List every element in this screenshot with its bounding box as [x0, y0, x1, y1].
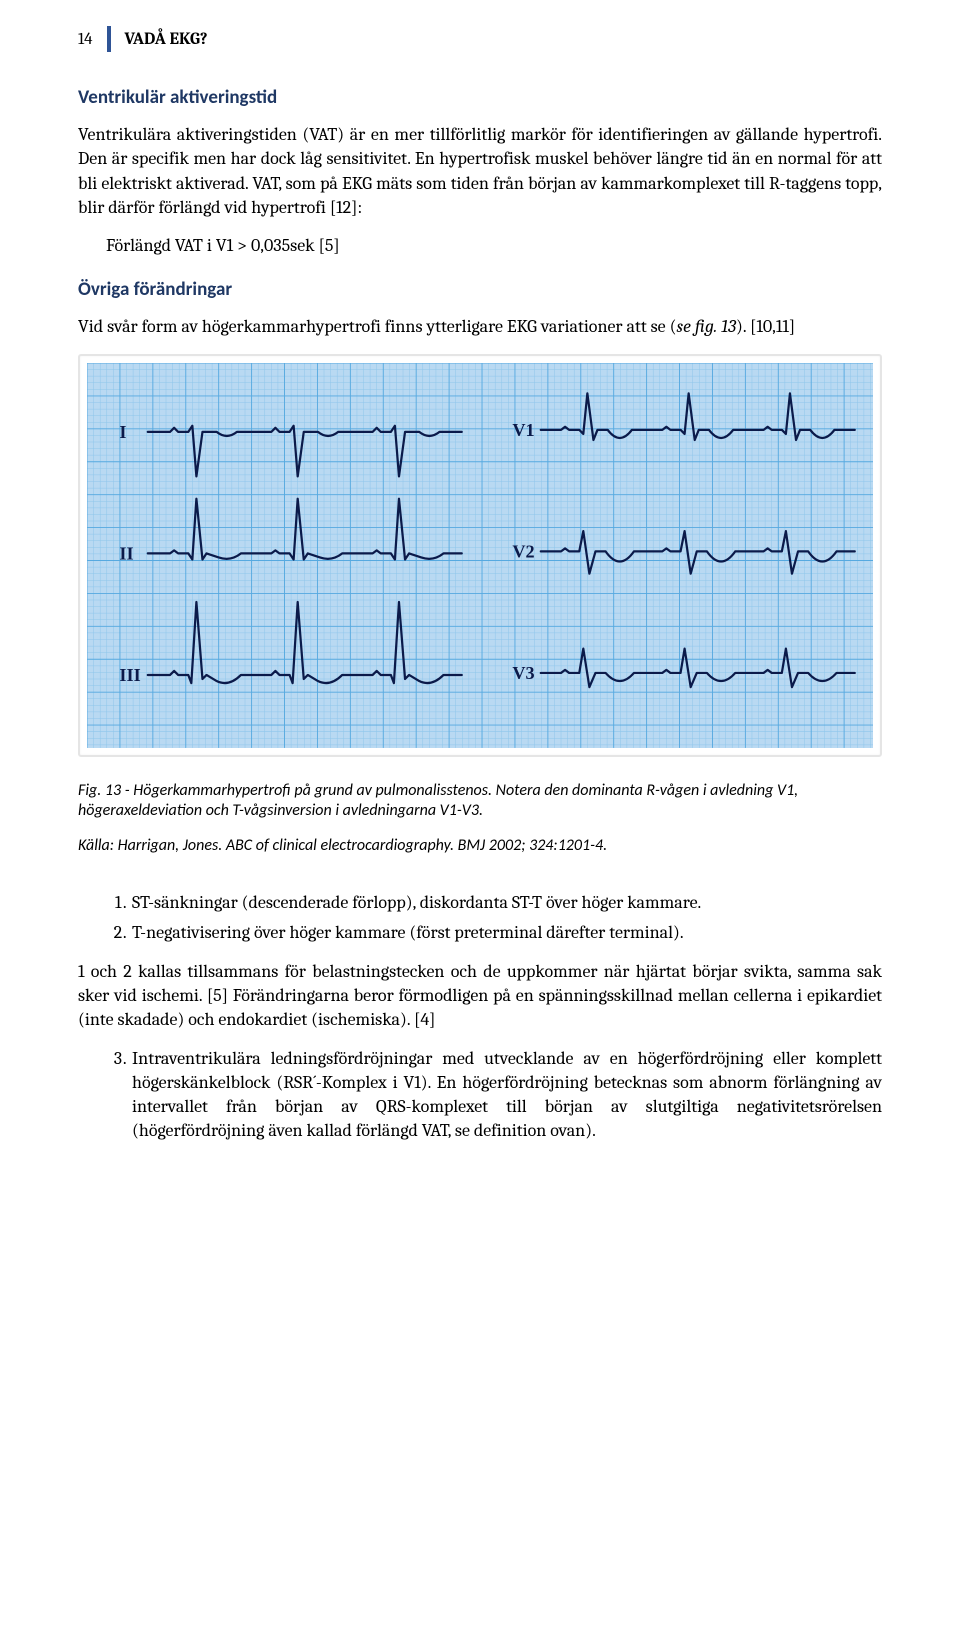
- heading-vat: Ventrikulär aktiveringstid: [78, 86, 882, 109]
- figure-13-source: Källa: Harrigan, Jones. ABC of clinical …: [78, 836, 882, 857]
- numbered-list-2: Intraventrikulära ledningsfördröjningar …: [78, 1047, 882, 1144]
- list-item: T-negativisering över höger kammare (för…: [130, 921, 882, 945]
- paragraph-other-intro: Vid svår form av högerkammarhypertrofi f…: [78, 315, 882, 339]
- svg-text:II: II: [119, 543, 133, 563]
- paragraph-other-prefix: Vid svår form av högerkammarhypertrofi f…: [78, 316, 676, 337]
- page-header: 14 VADÅ EKG?: [78, 26, 882, 52]
- figure-13-container: I V1 II V2 III V3: [78, 354, 882, 757]
- rule-vat: Förlängd VAT i V1 > 0,035sek [5]: [106, 234, 882, 258]
- svg-text:I: I: [119, 422, 126, 442]
- svg-text:III: III: [119, 665, 140, 685]
- paragraph-vat: Ventrikulära aktiveringstiden (VAT) är e…: [78, 123, 882, 220]
- list-item: Intraventrikulära ledningsfördröjningar …: [130, 1047, 882, 1144]
- heading-other: Övriga förändringar: [78, 278, 882, 301]
- page: 14 VADÅ EKG? Ventrikulär aktiveringstid …: [0, 0, 960, 1636]
- svg-text:V1: V1: [512, 420, 534, 440]
- list-item: ST-sänkningar (descenderade förlopp), di…: [130, 891, 882, 915]
- svg-text:V3: V3: [512, 663, 534, 683]
- page-number: 14: [78, 30, 93, 49]
- paragraph-other-ref: se fig. 13: [676, 316, 736, 337]
- figure-13-caption: Fig. 13 - Högerkammarhypertrofi på grund…: [78, 781, 882, 823]
- paragraph-other-suffix: ). [10,11]: [736, 316, 795, 337]
- figure-13-ecg: I V1 II V2 III V3: [87, 363, 873, 748]
- numbered-list-1: ST-sänkningar (descenderade förlopp), di…: [78, 891, 882, 946]
- paragraph-between-lists: 1 och 2 kallas tillsammans för belastnin…: [78, 960, 882, 1033]
- header-title: VADÅ EKG?: [125, 30, 208, 49]
- svg-text:V2: V2: [512, 541, 534, 561]
- header-divider: [107, 26, 111, 52]
